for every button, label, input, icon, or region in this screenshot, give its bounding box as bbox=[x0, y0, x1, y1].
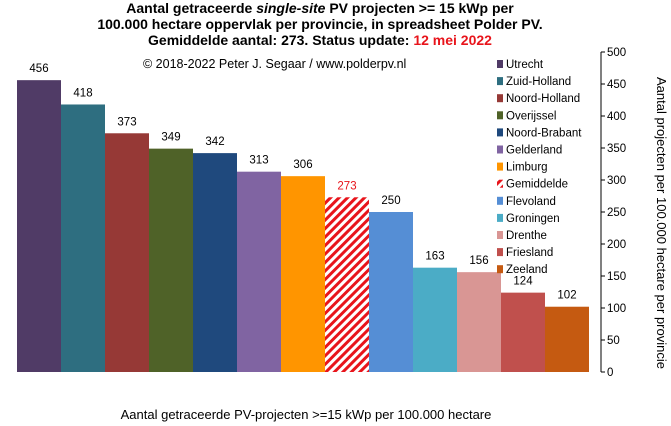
y-tick-label: 100 bbox=[607, 303, 626, 315]
title-part-emphasis: single-site bbox=[256, 0, 326, 16]
bar-overijssel bbox=[149, 148, 193, 372]
legend-label-limburg: Limburg bbox=[506, 162, 548, 174]
bar-zuid-holland bbox=[61, 104, 105, 372]
legend-swatch-noord-holland bbox=[497, 94, 503, 103]
legend-label-gemiddelde: Gemiddelde bbox=[506, 179, 568, 191]
x-axis-label: Aantal getraceerde PV-projecten >=15 kWp… bbox=[121, 407, 492, 422]
bar-limburg bbox=[281, 176, 325, 372]
bar-value-label-drenthe: 156 bbox=[469, 255, 488, 267]
legend-label-overijssel: Overijssel bbox=[506, 110, 556, 122]
legend-swatch-drenthe bbox=[497, 231, 503, 239]
title-part-b: PV projecten >= 15 kWp per bbox=[325, 0, 514, 16]
bar-value-label-groningen: 163 bbox=[425, 251, 444, 263]
bar-flevoland bbox=[369, 212, 413, 372]
legend: Utrecht Zuid-Holland Noord-Holland Overijss… bbox=[497, 59, 582, 276]
bar-value-label-overijssel: 349 bbox=[161, 132, 180, 144]
bar-value-label-zeeland: 102 bbox=[557, 290, 576, 302]
legend-label-flevoland: Flevoland bbox=[506, 196, 556, 208]
bar-noord-brabant bbox=[193, 153, 237, 372]
legend-swatch-utrecht bbox=[497, 60, 503, 68]
bar-noord-holland bbox=[105, 133, 149, 372]
copyright-note: © 2018-2022 Peter J. Segaar / www.polder… bbox=[143, 57, 406, 71]
title-line3-text: Gemiddelde aantal: 273. Status update: bbox=[148, 32, 414, 48]
bar-value-label-noord-holland: 373 bbox=[117, 116, 136, 128]
y-tick-label: 250 bbox=[607, 207, 626, 219]
y-tick-label: 500 bbox=[607, 47, 626, 59]
bar-value-label-friesland: 124 bbox=[513, 276, 533, 288]
legend-swatch-zeeland bbox=[497, 265, 503, 274]
y-axis-label: Aantal projecten per 100.000 hectare per… bbox=[654, 77, 669, 369]
bar-utrecht bbox=[17, 80, 61, 372]
bar-groningen bbox=[413, 267, 457, 372]
bar-labels-group: 456 418 373 349 342 313 306 273 250 163 156 124 102 bbox=[29, 63, 576, 302]
bar-drenthe bbox=[457, 272, 501, 372]
y-tick-label: 450 bbox=[607, 79, 626, 91]
bars-group bbox=[17, 80, 589, 372]
y-tick-label: 150 bbox=[607, 271, 626, 283]
legend-label-noord-brabant: Noord-Brabant bbox=[506, 127, 582, 139]
legend-label-groningen: Groningen bbox=[506, 213, 560, 225]
chart-title-line-3: Gemiddelde aantal: 273. Status update: 1… bbox=[0, 32, 640, 49]
legend-swatch-gemiddelde bbox=[497, 179, 503, 188]
chart-title-line-2: 100.000 hectare oppervlak per provincie,… bbox=[97, 16, 543, 32]
bar-value-label-utrecht: 456 bbox=[29, 63, 48, 75]
title-part-a: Aantal getraceerde bbox=[126, 0, 257, 16]
legend-swatch-gelderland bbox=[497, 145, 503, 154]
legend-label-zeeland: Zeeland bbox=[506, 264, 548, 276]
legend-label-utrecht: Utrecht bbox=[506, 59, 544, 71]
legend-swatch-zuid-holland bbox=[497, 77, 503, 86]
y-tick-label: 400 bbox=[607, 111, 626, 123]
bar-zeeland bbox=[545, 306, 589, 372]
status-date: 12 mei 2022 bbox=[413, 32, 492, 48]
bar-value-label-flevoland: 250 bbox=[381, 195, 400, 207]
legend-label-noord-holland: Noord-Holland bbox=[506, 93, 580, 105]
y-tick-label: 350 bbox=[607, 143, 626, 155]
y-tick-label: 200 bbox=[607, 239, 626, 251]
legend-swatch-groningen bbox=[497, 213, 503, 222]
legend-swatch-limburg bbox=[497, 162, 503, 171]
bar-value-label-gemiddelde: 273 bbox=[337, 180, 356, 192]
bar-gelderland bbox=[237, 171, 281, 372]
y-tick-label: 300 bbox=[607, 175, 626, 187]
legend-label-drenthe: Drenthe bbox=[506, 230, 547, 242]
legend-swatch-overijssel bbox=[497, 111, 503, 120]
legend-swatch-friesland bbox=[497, 248, 503, 257]
legend-label-friesland: Friesland bbox=[506, 247, 553, 259]
bar-gemiddelde bbox=[325, 197, 369, 372]
bar-friesland bbox=[501, 292, 545, 372]
chart-title-line-1: Aantal getraceerde single-site PV projec… bbox=[0, 0, 640, 17]
legend-swatch-noord-brabant bbox=[497, 128, 503, 137]
bar-value-label-noord-brabant: 342 bbox=[205, 136, 224, 148]
y-axis: 0 50 100 150 200 250 300 350 400 450 500 bbox=[600, 47, 626, 379]
y-tick-label: 50 bbox=[607, 335, 620, 347]
bar-value-label-gelderland: 313 bbox=[249, 155, 268, 167]
legend-swatch-flevoland bbox=[497, 196, 503, 205]
legend-label-gelderland: Gelderland bbox=[506, 145, 562, 157]
legend-label-zuid-holland: Zuid-Holland bbox=[506, 76, 571, 88]
y-tick-label: 0 bbox=[607, 367, 613, 379]
bar-value-label-limburg: 306 bbox=[293, 159, 312, 171]
bar-value-label-zuid-holland: 418 bbox=[73, 87, 92, 99]
